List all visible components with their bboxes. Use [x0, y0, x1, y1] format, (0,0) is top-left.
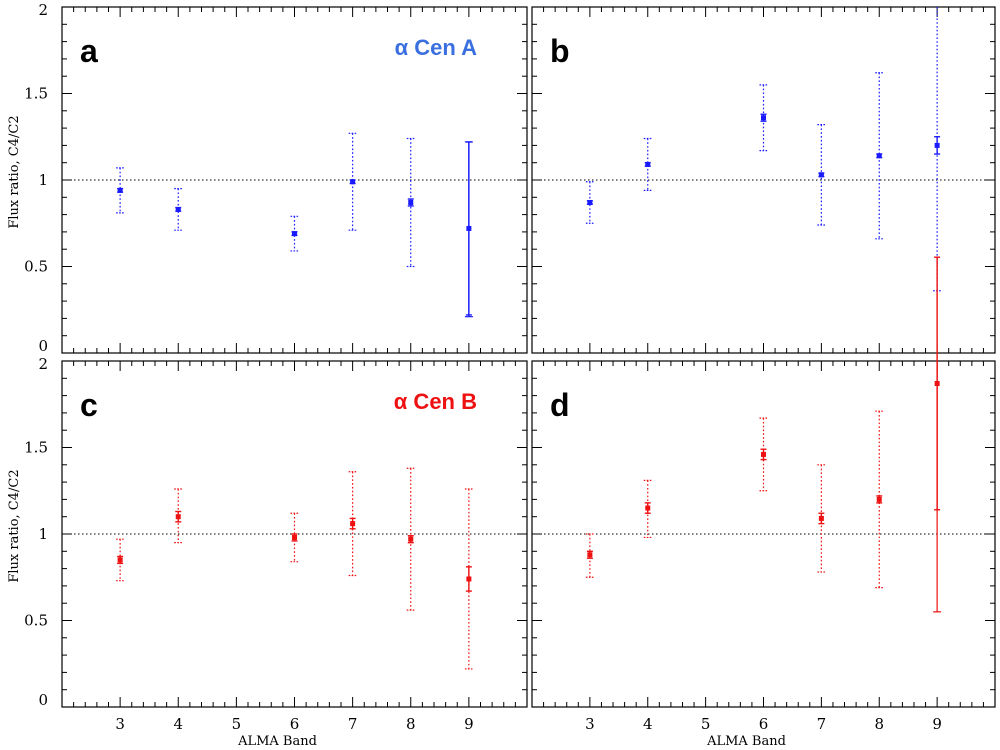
data-point — [348, 471, 357, 577]
data-marker — [645, 505, 651, 511]
data-point — [585, 533, 594, 578]
y-tick-label: 1 — [38, 525, 48, 543]
data-point — [759, 417, 768, 492]
data-marker — [292, 231, 297, 237]
y-tick-label: 1 — [38, 171, 48, 189]
panel-letter: c — [80, 387, 98, 423]
x-tick-label: 8 — [874, 715, 884, 733]
x-axis-label: ALMA Band — [706, 734, 786, 749]
data-point — [643, 137, 652, 191]
y-tick-label: 0 — [38, 337, 48, 355]
panel-b: b — [531, 6, 996, 354]
data-marker — [818, 172, 824, 178]
star-label: α Cen A — [395, 35, 477, 60]
data-marker — [466, 576, 472, 582]
x-tick-label: 7 — [348, 715, 358, 733]
data-point — [817, 124, 826, 226]
data-marker — [175, 206, 181, 212]
data-marker — [645, 161, 651, 167]
data-marker — [408, 199, 414, 205]
y-tick-label: 2 — [38, 1, 48, 19]
y-tick-label: 0.5 — [24, 612, 48, 630]
x-tick-label: 4 — [643, 715, 653, 733]
data-marker — [117, 557, 123, 563]
data-point — [759, 84, 768, 152]
y-tick-label: 0.5 — [24, 258, 48, 276]
data-marker — [761, 115, 766, 121]
panel-letter: a — [80, 33, 98, 69]
data-point — [348, 132, 357, 231]
x-tick-label: 5 — [232, 715, 242, 733]
x-tick-label: 9 — [932, 715, 942, 733]
data-marker — [175, 514, 181, 520]
x-tick-label: 3 — [115, 715, 125, 733]
panel-c: 0 0.5 1 1.5 2 3 4 5 6 7 8 9 Flux ratio, C4/C2 ALMA Ba… — [7, 355, 528, 749]
data-point — [174, 488, 183, 544]
data-marker — [408, 536, 414, 542]
data-point — [464, 141, 473, 318]
data-marker — [466, 225, 472, 231]
panel-letter: b — [550, 33, 570, 69]
panel-d: 3 4 5 6 7 8 9 ALMA Band d — [531, 256, 996, 749]
data-point — [406, 467, 415, 611]
data-marker — [761, 451, 766, 457]
data-point — [933, 7, 942, 292]
data-marker — [818, 515, 824, 521]
y-tick-label: 0 — [38, 691, 48, 709]
y-tick-label: 1.5 — [24, 439, 48, 457]
data-marker — [934, 380, 940, 386]
data-marker — [876, 496, 882, 502]
data-point — [116, 538, 125, 582]
data-marker — [587, 199, 593, 205]
data-marker — [117, 187, 123, 193]
x-tick-label: 3 — [585, 715, 595, 733]
data-point — [643, 479, 652, 539]
x-tick-label: 6 — [290, 715, 300, 733]
data-point — [817, 464, 826, 573]
data-point — [464, 488, 473, 670]
star-label: α Cen B — [394, 389, 477, 414]
y-tick-label: 1.5 — [24, 85, 48, 103]
data-point — [290, 512, 299, 563]
panel-a: 0 0.5 1 1.5 2 Flux ratio, C4/C2 a α Cen A — [7, 1, 528, 355]
x-tick-label: 4 — [173, 715, 183, 733]
data-point — [585, 181, 594, 224]
data-marker — [292, 534, 297, 540]
y-axis-label: Flux ratio, C4/C2 — [7, 115, 22, 228]
data-marker — [350, 179, 356, 185]
y-tick-label: 2 — [38, 355, 48, 373]
data-marker — [350, 521, 356, 527]
x-tick-label: 8 — [406, 715, 416, 733]
panel-letter: d — [550, 387, 570, 423]
data-point — [290, 215, 299, 252]
x-tick-label: 5 — [701, 715, 711, 733]
x-axis-label: ALMA Band — [237, 734, 317, 749]
data-marker — [934, 142, 940, 148]
x-tick-label: 7 — [817, 715, 827, 733]
y-axis-label: Flux ratio, C4/C2 — [7, 469, 22, 582]
data-point — [406, 137, 415, 268]
data-point — [933, 256, 942, 613]
x-tick-label: 6 — [759, 715, 769, 733]
data-point — [875, 410, 884, 589]
x-tick-label: 9 — [464, 715, 474, 733]
data-marker — [876, 153, 882, 159]
data-point — [875, 72, 884, 240]
data-marker — [587, 552, 593, 558]
data-point — [116, 167, 125, 214]
data-point — [174, 188, 183, 231]
